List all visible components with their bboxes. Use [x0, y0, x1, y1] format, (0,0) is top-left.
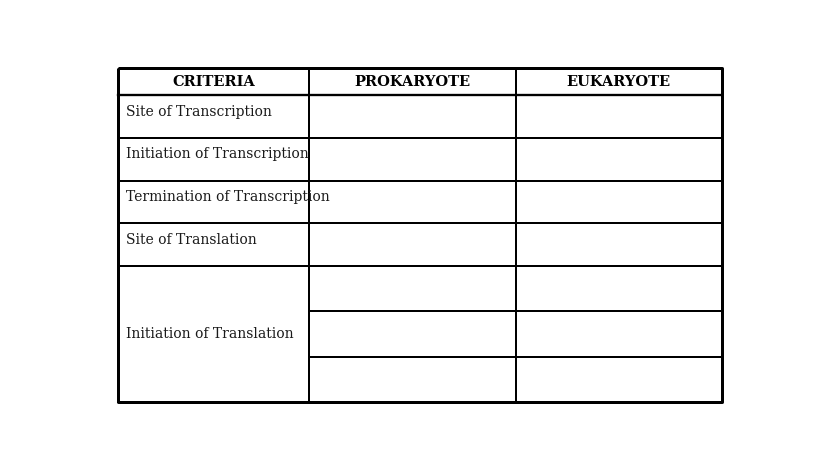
- Text: EUKARYOTE: EUKARYOTE: [566, 74, 670, 89]
- Text: CRITERIA: CRITERIA: [172, 74, 255, 89]
- Text: Termination of Transcription: Termination of Transcription: [126, 190, 329, 204]
- Text: Site of Transcription: Site of Transcription: [126, 104, 272, 119]
- Text: PROKARYOTE: PROKARYOTE: [354, 74, 469, 89]
- Text: Initiation of Translation: Initiation of Translation: [126, 327, 293, 341]
- Text: Site of Translation: Site of Translation: [126, 232, 256, 247]
- Text: Initiation of Transcription: Initiation of Transcription: [126, 147, 309, 161]
